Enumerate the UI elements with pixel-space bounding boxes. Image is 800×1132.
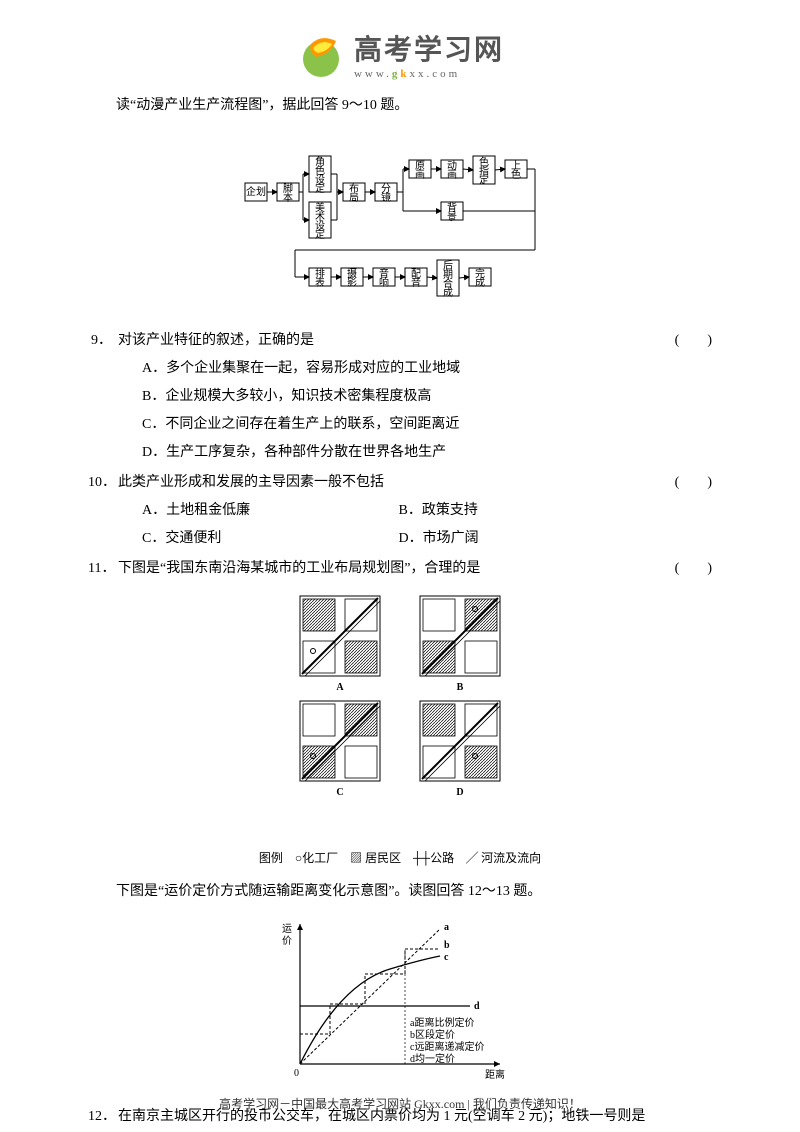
svg-text:局: 局: [349, 192, 359, 204]
q-body: 对该产业特征的叙述，正确的是 ( ) A．多个企业集聚在一起，容易形成对应的工业…: [118, 327, 712, 467]
option-d: D．生产工序复杂，各种部件分散在世界各地生产: [118, 439, 712, 467]
page-content: 读“动漫产业生产流程图”，据此回答 9～10 题。 企划脚本角色设定美术设定布局…: [0, 92, 800, 1131]
svg-text:色: 色: [511, 168, 521, 181]
options-row: C．交通便利 D．市场广阔: [118, 525, 712, 553]
intro-text-1: 读“动漫产业生产流程图”，据此回答 9～10 题。: [88, 92, 712, 120]
layout-maps-diagram: A B C D 图例 ○化工厂 ▨ 居民区 ┼┼公路 ╱ 河流及流向: [88, 591, 712, 870]
price-chart-diagram: 运 价 距离 a b c d a距离比例定价 b区段定价 c远距离递减定价 d均…: [88, 914, 712, 1095]
answer-paren: ( ): [675, 469, 712, 497]
q-text: 对该产业特征的叙述，正确的是 ( ): [118, 327, 712, 355]
option-b: B．企业规模大多较小，知识技术密集程度极高: [118, 383, 712, 411]
q-text: 下图是“我国东南沿海某城市的工业布局规划图”，合理的是 ( ): [118, 555, 712, 583]
option-c: C．交通便利: [142, 525, 399, 553]
option-a: A．多个企业集聚在一起，容易形成对应的工业地域: [118, 355, 712, 383]
option-d: D．市场广阔: [399, 525, 656, 553]
svg-text:本: 本: [283, 191, 293, 204]
svg-text:d均一定价: d均一定价: [410, 1052, 455, 1065]
logo-url: www.gkxx.com: [354, 68, 504, 80]
svg-text:b: b: [444, 940, 450, 951]
option-a: A．土地租金低廉: [142, 497, 399, 525]
q-num: 9．: [88, 327, 118, 467]
svg-text:画: 画: [447, 170, 457, 181]
svg-text:a: a: [444, 922, 449, 933]
logo-mark: [296, 29, 346, 79]
svg-text:a距离比例定价: a距离比例定价: [410, 1016, 474, 1029]
svg-text:影: 影: [347, 277, 357, 289]
svg-text:d: d: [474, 1001, 480, 1012]
q-text: 此类产业形成和发展的主导因素一般不包括 ( ): [118, 469, 712, 497]
answer-paren: ( ): [675, 327, 712, 355]
option-c: C．不同企业之间存在着生产上的联系，空间距离近: [118, 411, 712, 439]
svg-text:价: 价: [282, 935, 292, 947]
flowchart-diagram: 企划脚本角色设定美术设定布局分镜原画动画色指定上色背景排表摄影音响配音后期合成完…: [88, 128, 712, 319]
svg-text:表: 表: [315, 276, 325, 289]
svg-text:响: 响: [379, 276, 389, 289]
svg-text:c: c: [444, 952, 449, 963]
svg-text:定: 定: [479, 174, 489, 187]
svg-text:定: 定: [315, 228, 325, 241]
question-10: 10． 此类产业形成和发展的主导因素一般不包括 ( ) A．土地租金低廉 B．政…: [88, 469, 712, 553]
logo: 高考学习网 www.gkxx.com: [296, 28, 504, 80]
option-b: B．政策支持: [399, 497, 656, 525]
svg-text:b区段定价: b区段定价: [410, 1028, 455, 1041]
q-body: 下图是“我国东南沿海某城市的工业布局规划图”，合理的是 ( ): [118, 555, 712, 583]
svg-text:成: 成: [443, 287, 453, 299]
answer-paren: ( ): [675, 555, 712, 583]
svg-text:景: 景: [447, 211, 457, 223]
svg-text:B: B: [457, 682, 464, 693]
svg-text:A: A: [336, 682, 344, 693]
x-label: 距离: [485, 1068, 505, 1081]
q-num: 10．: [88, 469, 118, 553]
logo-title: 高考学习网: [354, 28, 504, 68]
svg-text:音: 音: [411, 276, 421, 289]
q-body: 此类产业形成和发展的主导因素一般不包括 ( ) A．土地租金低廉 B．政策支持 …: [118, 469, 712, 553]
svg-text:画: 画: [415, 170, 425, 181]
svg-text:0: 0: [294, 1068, 299, 1079]
page-header: 高考学习网 www.gkxx.com: [0, 0, 800, 92]
question-11: 11． 下图是“我国东南沿海某城市的工业布局规划图”，合理的是 ( ): [88, 555, 712, 583]
question-9: 9． 对该产业特征的叙述，正确的是 ( ) A．多个企业集聚在一起，容易形成对应…: [88, 327, 712, 467]
svg-text:C: C: [336, 787, 343, 798]
logo-text: 高考学习网 www.gkxx.com: [354, 28, 504, 80]
svg-text:企划: 企划: [246, 185, 266, 198]
svg-text:定: 定: [315, 182, 325, 195]
q-num: 11．: [88, 555, 118, 583]
y-label: 运: [282, 923, 292, 935]
legend: 图例 ○化工厂 ▨ 居民区 ┼┼公路 ╱ 河流及流向: [88, 846, 712, 870]
svg-text:成: 成: [475, 277, 485, 289]
svg-text:D: D: [456, 787, 463, 798]
svg-text:镜: 镜: [381, 191, 391, 204]
intro-text-2: 下图是“运价定价方式随运输距离变化示意图”。读图回答 12～13 题。: [88, 878, 712, 906]
options-row: A．土地租金低廉 B．政策支持: [118, 497, 712, 525]
page-footer: 高考学习网－中国最大高考学习网站 Gkxx.com | 我们负责传递知识！: [0, 1095, 800, 1112]
svg-text:c远距离递减定价: c远距离递减定价: [410, 1040, 484, 1053]
